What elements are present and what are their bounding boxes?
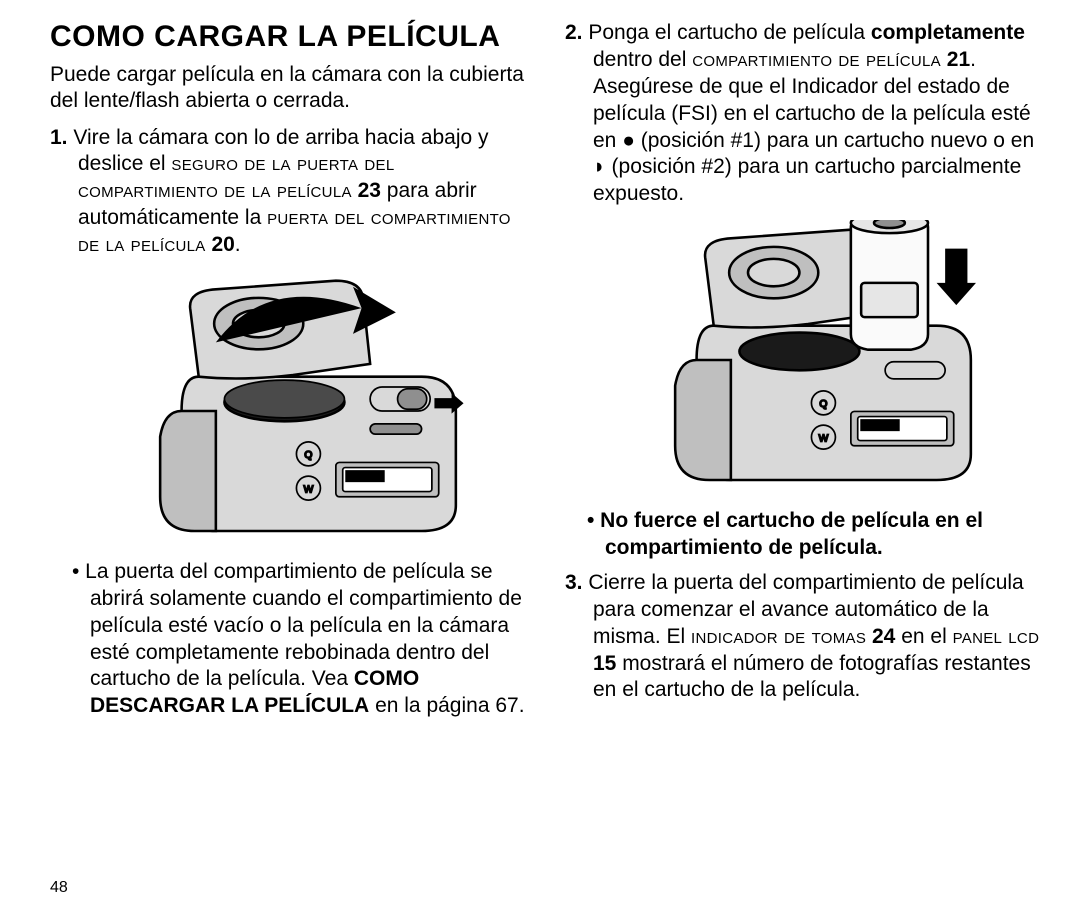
- intro-text: Puede cargar película en la cámara con l…: [50, 62, 535, 115]
- left-column: COMO CARGAR LA PELÍCULA Puede cargar pel…: [50, 20, 535, 897]
- step-3-ref-2: 15: [593, 652, 616, 675]
- camera-open-door-icon: Q W: [113, 271, 473, 551]
- step-2-text-a: Ponga el cartucho de película: [583, 21, 871, 44]
- section-title: COMO CARGAR LA PELÍCULA: [50, 20, 535, 54]
- figure-open-door: Q W: [50, 271, 535, 551]
- page-number: 48: [50, 879, 535, 897]
- step-1-ref-1: 23: [358, 179, 381, 202]
- step-2-text-e: . Asegúrese de que el Indicador del esta…: [593, 48, 1034, 205]
- step-2: 2. Ponga el cartucho de película complet…: [565, 20, 1050, 208]
- right-column: 2. Ponga el cartucho de película complet…: [565, 20, 1050, 897]
- step-2-text-c: dentro del: [593, 48, 692, 71]
- bullet-1: • La puerta del compartimiento de pelícu…: [50, 559, 535, 720]
- bullet-2: • No fuerce el cartucho de película en e…: [565, 508, 1050, 562]
- bullet-1-text-c: en la página 67.: [369, 694, 524, 717]
- step-3-smallcaps-2: panel lcd: [953, 625, 1040, 648]
- step-1-text-e: .: [235, 233, 241, 256]
- step-3-ref-1: 24: [872, 625, 895, 648]
- step-1-ref-2: 20: [211, 233, 234, 256]
- step-3-text-e: mostrará el número de fotografías restan…: [593, 652, 1031, 702]
- step-2-bold: completamente: [871, 21, 1025, 44]
- step-1: 1. Vire la cámara con lo de arriba hacia…: [50, 125, 535, 259]
- step-3-text-c: en el: [895, 625, 952, 648]
- svg-text:W: W: [818, 434, 828, 445]
- figure-insert-cartridge: Q W: [565, 220, 1050, 500]
- camera-insert-cartridge-icon: Q W: [628, 220, 988, 500]
- step-3: 3. Cierre la puerta del compartimiento d…: [565, 570, 1050, 704]
- step-3-smallcaps-1: indicador de tomas: [691, 625, 866, 648]
- step-3-number: 3.: [565, 571, 583, 594]
- step-2-number: 2.: [565, 21, 583, 44]
- step-1-number: 1.: [50, 126, 68, 149]
- svg-text:Q: Q: [304, 450, 312, 461]
- svg-text:W: W: [303, 484, 313, 495]
- step-2-smallcaps-1: compartimiento de película: [692, 48, 941, 71]
- svg-text:Q: Q: [819, 399, 827, 410]
- bullet-1-text-a: • La puerta del compartimiento de pelícu…: [72, 560, 522, 691]
- step-2-ref-1: 21: [947, 48, 970, 71]
